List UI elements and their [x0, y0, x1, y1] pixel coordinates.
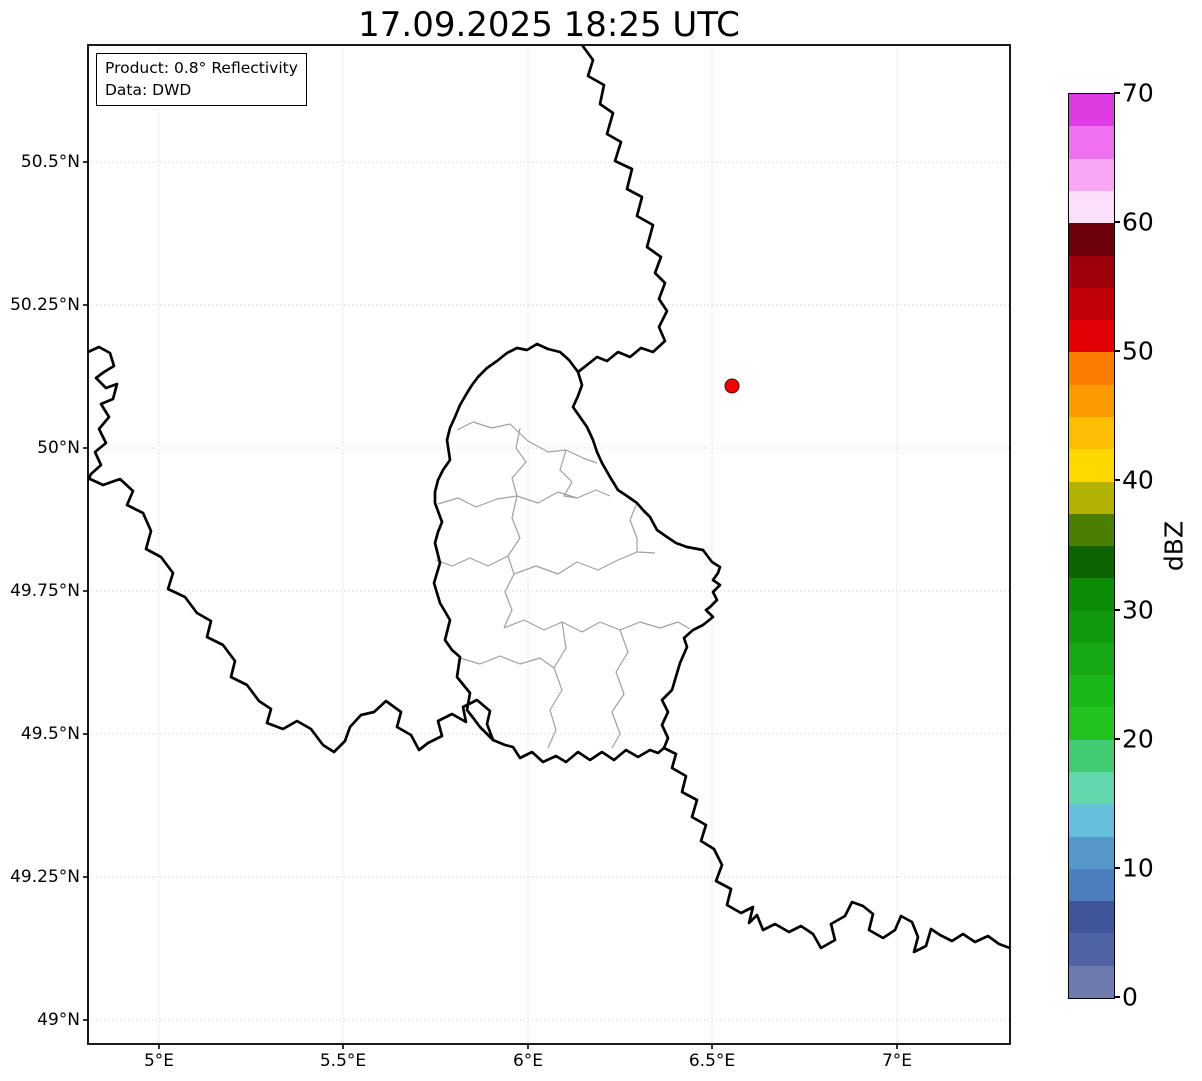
- figure-title: 17.09.2025 18:25 UTC: [358, 5, 740, 45]
- colorbar-segment: [1069, 481, 1114, 514]
- colorbar-tick-label: 30: [1122, 595, 1154, 625]
- y-axis-tick-label: 50°N: [37, 438, 80, 458]
- colorbar-segment: [1069, 449, 1114, 482]
- colorbar-tick-mark: [1114, 737, 1120, 740]
- colorbar-tick-mark: [1114, 350, 1120, 353]
- axis-tick-marks: [83, 161, 898, 1049]
- colorbar-tick-label: 50: [1122, 336, 1154, 366]
- product-info-line2: Data: DWD: [105, 81, 192, 99]
- x-axis-tick-label: 6°E: [512, 1051, 544, 1071]
- luxembourg-country-outline: [432, 342, 722, 764]
- radar-location-marker: [724, 378, 740, 394]
- district-border-line: [456, 421, 598, 464]
- product-info-box: Product: 0.8° Reflectivity Data: DWD: [96, 53, 307, 106]
- y-axis-tick-label: 50.5°N: [20, 152, 80, 172]
- colorbar-segment: [1069, 94, 1114, 127]
- border-france-germany: [662, 746, 1010, 954]
- district-border-line: [503, 495, 521, 629]
- colorbar-segment: [1069, 675, 1114, 708]
- colorbar-segment: [1069, 836, 1114, 869]
- colorbar-segment: [1069, 933, 1114, 966]
- district-border-line: [559, 449, 578, 499]
- radar-marker-layer: [724, 378, 740, 394]
- x-axis-tick-label: 5.5°E: [319, 1051, 367, 1071]
- colorbar-tick-label: 60: [1122, 207, 1154, 237]
- y-axis-tick-label: 49.25°N: [10, 867, 80, 887]
- colorbar-tick-mark: [1114, 866, 1120, 869]
- colorbar-segment: [1069, 513, 1114, 547]
- y-axis-tick-label: 49.75°N: [10, 581, 80, 601]
- y-axis-tick-label: 49.5°N: [20, 724, 80, 744]
- x-axis-tick-label: 5°E: [143, 1051, 175, 1071]
- colorbar-segment: [1069, 126, 1114, 159]
- x-axis-tick-label: 7°E: [881, 1051, 913, 1071]
- x-axis-tick-label: 6.5°E: [688, 1051, 736, 1071]
- colorbar-tick-mark: [1114, 221, 1120, 224]
- colorbar-segment: [1069, 352, 1114, 385]
- colorbar-segment: [1069, 578, 1114, 611]
- plot-frame: [87, 44, 1011, 1045]
- district-border-line: [513, 551, 656, 575]
- colorbar-segment: [1069, 868, 1114, 902]
- colorbar-segment: [1069, 642, 1114, 676]
- colorbar-segment: [1069, 190, 1114, 224]
- district-border-line: [503, 619, 691, 633]
- border-belgium-germany: [576, 45, 669, 374]
- colorbar-tick-label: 40: [1122, 465, 1154, 495]
- district-border-line: [629, 502, 638, 552]
- colorbar-segment: [1069, 901, 1114, 934]
- colorbar-tick-mark: [1114, 996, 1120, 998]
- product-info-line1: Product: 0.8° Reflectivity: [105, 59, 298, 77]
- colorbar-tick-label: 20: [1122, 724, 1154, 754]
- colorbar-segment: [1069, 546, 1114, 579]
- colorbar-segment: [1069, 320, 1114, 353]
- district-border-line: [547, 621, 567, 749]
- colorbar-segment: [1069, 772, 1114, 805]
- colorbar-segment: [1069, 384, 1114, 417]
- colorbar-segment: [1069, 739, 1114, 773]
- colorbar-segment: [1069, 965, 1114, 998]
- colorbar-tick-mark: [1114, 92, 1120, 94]
- colorbar-segment: [1069, 804, 1114, 837]
- colorbar-segment: [1069, 416, 1114, 450]
- colorbar-tick-label: 0: [1122, 982, 1138, 1012]
- colorbar-segment: [1069, 158, 1114, 191]
- colorbar-segment: [1069, 287, 1114, 321]
- y-axis-tick-label: 50.25°N: [10, 295, 80, 315]
- colorbar-tick-label: 10: [1122, 853, 1154, 883]
- colorbar-unit-label: dBZ: [1159, 520, 1189, 572]
- colorbar-segment: [1069, 610, 1114, 643]
- colorbar-segment: [1069, 255, 1114, 288]
- colorbar-segment: [1069, 223, 1114, 256]
- country-borders: [88, 45, 1010, 954]
- colorbar-tick-mark: [1114, 608, 1120, 611]
- district-border-line: [437, 489, 611, 508]
- y-axis-tick-label: 49°N: [37, 1010, 80, 1030]
- luxembourg-district-borders: [435, 421, 691, 749]
- district-border-line: [435, 555, 509, 567]
- district-border-line: [511, 427, 527, 497]
- border-france-belgium-west: [88, 345, 119, 482]
- border-france-belgium: [88, 476, 495, 754]
- colorbar: [1068, 93, 1115, 999]
- grid-lines: [88, 45, 1010, 1044]
- district-border-line: [611, 629, 629, 749]
- district-border-line: [459, 655, 555, 669]
- colorbar-tick-label: 70: [1122, 78, 1154, 108]
- colorbar-tick-mark: [1114, 479, 1120, 482]
- colorbar-segment: [1069, 707, 1114, 740]
